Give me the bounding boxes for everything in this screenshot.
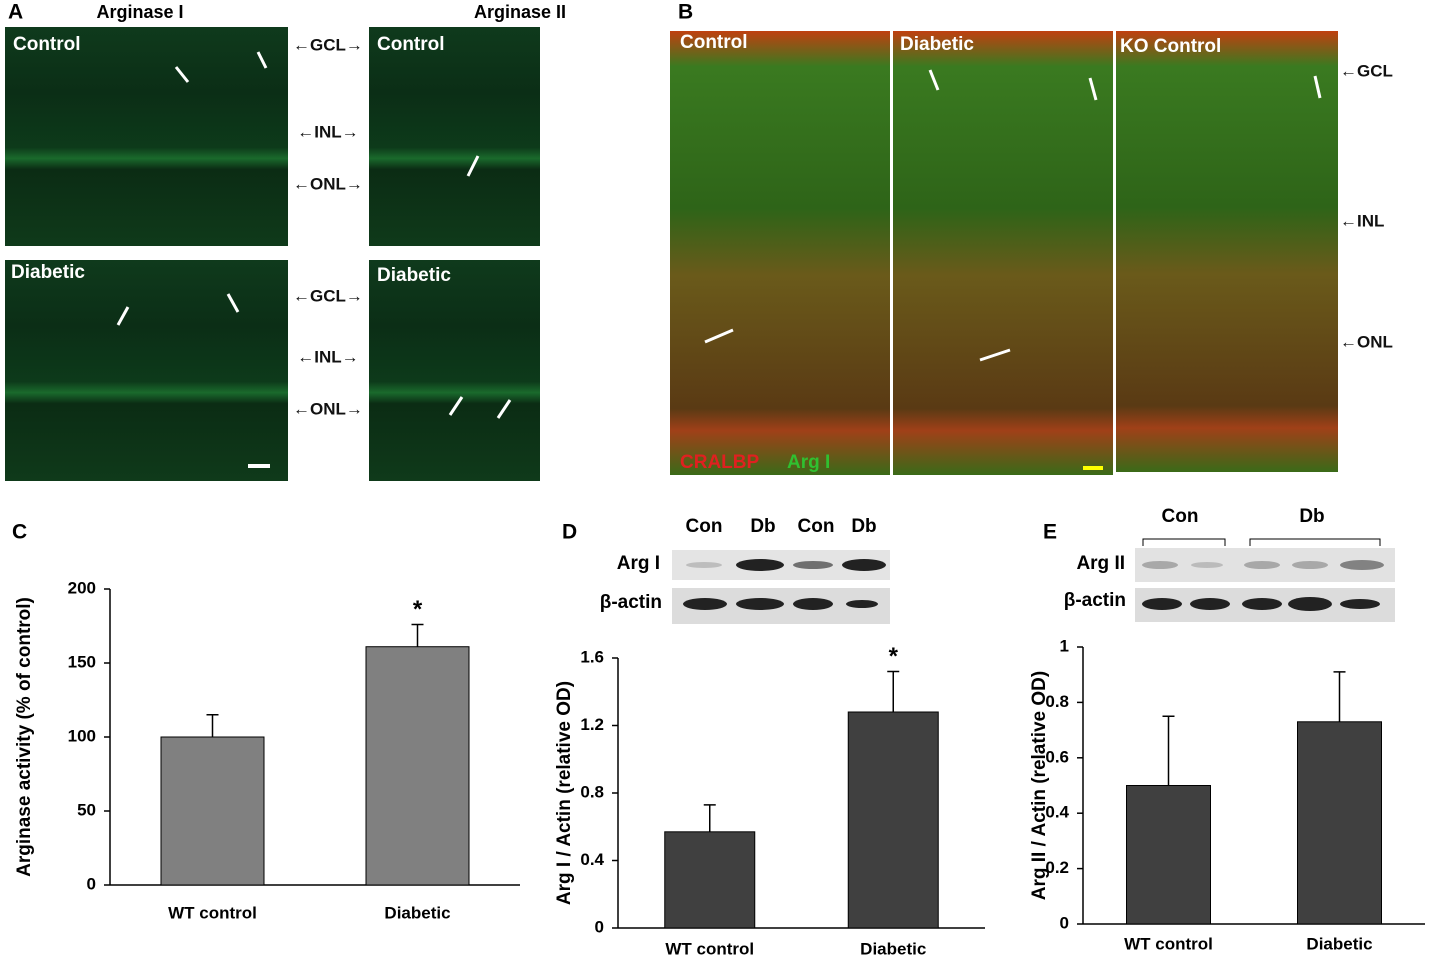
y-tick-label: 0 bbox=[87, 874, 96, 893]
y-tick-label: 0.4 bbox=[1045, 803, 1069, 822]
image-label: Diabetic bbox=[900, 34, 974, 55]
bar bbox=[664, 831, 756, 929]
micrograph bbox=[893, 31, 1113, 475]
blot-e: Con Db Arg II β-actin bbox=[1064, 506, 1395, 622]
lane-label: Db bbox=[851, 516, 876, 537]
row-label: β-actin bbox=[1064, 590, 1126, 611]
y-tick-label: 150 bbox=[68, 652, 96, 671]
micrograph bbox=[5, 27, 288, 246]
layer-label: ←INL→ bbox=[297, 347, 358, 366]
row-label: β-actin bbox=[600, 592, 662, 613]
image-label: KO Control bbox=[1120, 36, 1221, 57]
panel-letter: E bbox=[1043, 521, 1057, 544]
image-label: Control bbox=[377, 34, 445, 55]
error-bar bbox=[887, 670, 900, 712]
layer-label: ←INL bbox=[1340, 211, 1384, 230]
panel-title: Arginase I bbox=[96, 2, 183, 22]
panel-letter: A bbox=[8, 1, 23, 24]
stain-label: CRALBP bbox=[680, 452, 759, 473]
arrow bbox=[704, 69, 1322, 362]
micrograph bbox=[1116, 31, 1338, 472]
panel-b: B Control Diabetic KO Control ←GCL ←INL … bbox=[670, 1, 1393, 475]
panel-letter: B bbox=[678, 1, 693, 24]
panel-letter: C bbox=[12, 521, 27, 544]
panel-a: A Arginase I Arginase II Control Control… bbox=[5, 1, 610, 481]
annotation: * bbox=[413, 596, 423, 623]
image-label: Diabetic bbox=[377, 265, 451, 286]
scale-bar bbox=[248, 464, 270, 468]
y-axis-label: Arg II / Actin (relative OD) bbox=[1029, 671, 1050, 900]
error-bar bbox=[411, 623, 424, 647]
bar bbox=[1297, 721, 1382, 925]
y-axis-label: Arginase activity (% of control) bbox=[14, 597, 35, 877]
x-tick-label: WT control bbox=[665, 939, 754, 958]
layer-label: ←GCL→ bbox=[293, 35, 363, 54]
panel-labels: C D E bbox=[12, 521, 1057, 544]
bracket bbox=[1142, 538, 1381, 546]
image-label: Diabetic bbox=[11, 262, 85, 283]
image-label: Control bbox=[13, 34, 81, 55]
bar bbox=[365, 646, 470, 886]
y-tick-label: 200 bbox=[68, 578, 96, 597]
y-tick-label: 0.2 bbox=[1045, 858, 1069, 877]
row-label: Arg II bbox=[1076, 553, 1125, 574]
layer-label: ←ONL→ bbox=[293, 174, 363, 193]
arrow bbox=[116, 51, 610, 423]
y-tick-label: 0.8 bbox=[1045, 692, 1069, 711]
lane-label: Db bbox=[750, 516, 775, 537]
micrograph bbox=[5, 260, 288, 481]
y-tick-label: 0.8 bbox=[580, 782, 604, 801]
layer-label: ←GCL bbox=[1340, 61, 1393, 80]
layer-label: ←INL→ bbox=[297, 122, 358, 141]
panel-letter: D bbox=[562, 521, 577, 544]
layer-label: ←ONL→ bbox=[293, 399, 363, 418]
error-bar bbox=[1162, 715, 1175, 786]
micrograph bbox=[369, 260, 540, 481]
y-tick-label: 0.6 bbox=[1045, 747, 1069, 766]
y-tick-label: 1.6 bbox=[580, 647, 604, 666]
y-tick-label: 0.4 bbox=[580, 850, 604, 869]
group-label: Con bbox=[1162, 506, 1199, 527]
group-label: Db bbox=[1299, 506, 1324, 527]
micrograph bbox=[670, 31, 890, 475]
bands bbox=[1142, 560, 1384, 611]
error-bar bbox=[206, 714, 219, 737]
y-tick-label: 1 bbox=[1060, 636, 1069, 655]
error-bar bbox=[1333, 671, 1346, 722]
bands bbox=[683, 559, 886, 610]
scale-bar bbox=[1083, 466, 1103, 470]
layer-label: ←GCL→ bbox=[293, 286, 363, 305]
x-tick-label: Diabetic bbox=[1306, 934, 1372, 953]
micrograph bbox=[369, 27, 540, 246]
x-tick-label: Diabetic bbox=[860, 939, 926, 958]
row-label: Arg I bbox=[617, 553, 660, 574]
error-bar bbox=[703, 804, 716, 832]
y-tick-label: 50 bbox=[77, 800, 96, 819]
x-tick-label: Diabetic bbox=[384, 903, 450, 922]
stain-label: Arg I bbox=[787, 452, 830, 473]
y-axis-label: Arg I / Actin (relative OD) bbox=[554, 681, 575, 905]
blot-d: Con Db Con Db Arg I β-actin bbox=[600, 516, 890, 624]
lane-label: Con bbox=[686, 516, 723, 537]
bar bbox=[847, 711, 939, 929]
bar bbox=[160, 736, 265, 886]
annotation: * bbox=[889, 643, 899, 670]
y-tick-label: 0 bbox=[595, 917, 604, 936]
lane-label: Con bbox=[798, 516, 835, 537]
x-tick-label: WT control bbox=[168, 903, 257, 922]
panel-title: Arginase II bbox=[474, 2, 566, 22]
layer-label: ←ONL bbox=[1340, 332, 1393, 351]
x-tick-label: WT control bbox=[1124, 934, 1213, 953]
y-tick-label: 100 bbox=[68, 726, 96, 745]
bar bbox=[1126, 785, 1211, 925]
y-tick-label: 0 bbox=[1060, 913, 1069, 932]
image-label: Control bbox=[680, 32, 748, 53]
y-tick-label: 1.2 bbox=[580, 715, 604, 734]
